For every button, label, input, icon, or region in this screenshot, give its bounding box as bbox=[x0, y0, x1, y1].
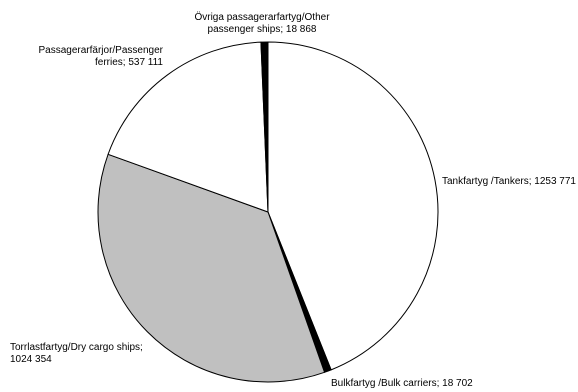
slice-label-line: ferries; 537 111 bbox=[95, 57, 163, 68]
pie-slice-4 bbox=[260, 41, 269, 213]
slice-label-line: Torrlastfartyg/Dry cargo ships; bbox=[10, 342, 143, 353]
slice-label-3: Passagerarfärjor/Passenger ferries; 537 1… bbox=[38, 45, 163, 68]
pie-slice-3 bbox=[107, 41, 269, 213]
slice-label-line: Tankfartyg /Tankers; 1253 771 bbox=[442, 176, 576, 187]
slice-label-line: Bulkfartyg /Bulk carriers; 18 702 bbox=[331, 378, 473, 389]
pie-slices bbox=[97, 41, 439, 383]
slice-label-line: 1024 354 bbox=[10, 354, 52, 365]
slice-label-0: Tankfartyg /Tankers; 1253 771 bbox=[442, 176, 576, 187]
pie-slice-0 bbox=[267, 41, 439, 371]
slice-label-4: Övriga passagerarfartyg/Other passenger s… bbox=[194, 11, 330, 35]
pie-labels: Tankfartyg /Tankers; 1253 771 Bulkfartyg … bbox=[10, 11, 576, 389]
slice-label-2: Torrlastfartyg/Dry cargo ships; 1024 354 bbox=[10, 342, 143, 365]
pie-slice-2 bbox=[97, 153, 326, 383]
slice-label-line: passenger ships; 18 868 bbox=[208, 24, 317, 35]
slice-label-line: Passagerarfärjor/Passenger bbox=[38, 45, 163, 56]
slice-label-1: Bulkfartyg /Bulk carriers; 18 702 bbox=[331, 378, 473, 389]
slice-label-line: Övriga passagerarfartyg/Other bbox=[194, 11, 330, 23]
